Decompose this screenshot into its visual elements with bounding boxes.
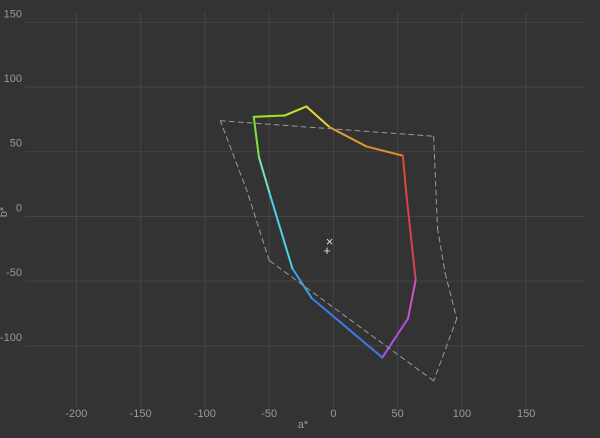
x-axis-label: a* [298,419,309,431]
gamut-segment [257,155,271,193]
y-tick-label: 0 [16,202,22,214]
x-tick-label: -200 [65,408,87,420]
x-tick-label: 0 [330,408,336,420]
gamut-segment [406,278,417,320]
gamut-segment [328,126,368,148]
marker: × [326,234,334,249]
x-tick-label: -50 [261,408,277,420]
gamut-segment [252,114,286,118]
x-tick-label: 50 [392,408,404,420]
reference-segment [219,120,435,137]
gamut-segment [365,145,404,157]
reference-segment [433,135,439,229]
reference-segment [219,120,248,193]
y-tick-label: -50 [6,267,22,279]
x-tick-label: -100 [194,408,216,420]
y-tick-label: -100 [0,332,22,344]
gamut-segment [381,317,409,359]
reference-segment [444,272,458,320]
reference-segment [268,259,435,382]
gamut-segment [305,105,331,129]
x-tick-label: 100 [453,408,471,420]
gamut-segment [283,105,308,117]
y-tick-label: 50 [10,138,22,150]
y-tick-label: 100 [4,73,22,85]
gamut-segment [268,190,294,270]
reference-segment [433,318,458,382]
y-tick-label: 150 [4,8,22,20]
marker: + [323,243,331,258]
gamut-segment [252,115,260,158]
gamut-segment [310,297,384,359]
reference-segment [437,227,446,274]
y-axis-label: b* [0,206,10,217]
reference-segment [246,191,270,261]
gamut-segment [291,267,313,299]
x-tick-label: -150 [130,408,152,420]
gamut-segment [405,196,417,281]
gamut-segment [401,154,408,199]
x-tick-label: 150 [517,408,535,420]
